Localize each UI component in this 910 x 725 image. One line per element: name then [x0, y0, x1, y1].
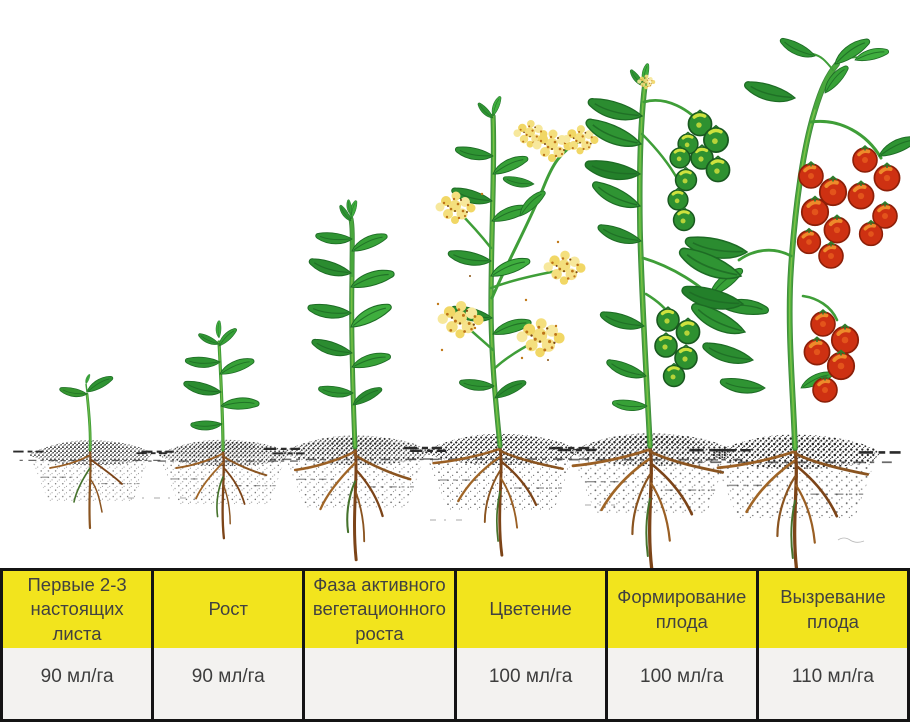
stage-name: Вызревание плода: [758, 571, 908, 648]
stage-dose: [305, 648, 454, 719]
plant-3-vegetative: [262, 199, 448, 562]
stage-dose: 110 мл/га: [758, 648, 908, 719]
stage-dose: 100 мл/га: [607, 648, 756, 719]
plant-1-seedling: [12, 373, 168, 530]
stage-name: Рост: [154, 571, 303, 648]
stage-name: Цветение: [456, 571, 605, 648]
pollen-specks: [436, 192, 560, 361]
stage-column-1: Первые 2-3 настоящих листа 90 мл/га: [3, 571, 155, 719]
stage-column-5: Формирование плода 100 мл/га: [607, 571, 759, 719]
stage-column-3: Фаза активного вегетационного роста: [305, 571, 457, 719]
stage-dose: 100 мл/га: [456, 648, 605, 719]
artist-signature-squiggle: [837, 537, 865, 543]
dosage-table: Первые 2-3 настоящих листа 90 мл/га Рост…: [0, 568, 910, 722]
growth-stages-illustration: [12, 32, 910, 568]
stage-column-6: Вызревание плода 110 мл/га: [758, 571, 908, 719]
stage-name: Фаза активного вегетационного роста: [305, 571, 454, 648]
stage-dose: 90 мл/га: [3, 648, 152, 719]
stage-name: Первые 2-3 настоящих листа: [3, 571, 152, 648]
growth-stages-figure: [12, 32, 910, 568]
stage-dose: 90 мл/га: [154, 648, 303, 719]
plant-4-flowering: [402, 95, 599, 557]
red-tomato-clusters: [795, 144, 902, 404]
stage-column-2: Рост 90 мл/га: [154, 571, 306, 719]
plant-5-green-fruit: [547, 62, 771, 568]
plant-6-ripe-fruit: [675, 32, 910, 568]
plant-2-young: [140, 320, 306, 540]
stage-column-4: Цветение 100 мл/га: [456, 571, 608, 719]
stage-name: Формирование плода: [607, 571, 756, 648]
